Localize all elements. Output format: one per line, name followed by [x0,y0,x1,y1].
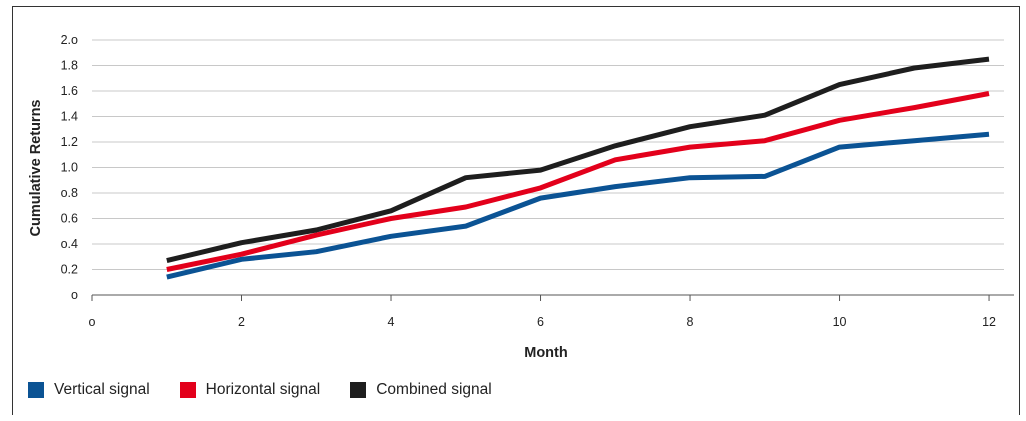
legend-swatch [28,382,44,398]
legend-swatch [179,382,196,398]
y-tick-label: o [71,288,78,302]
legend-item: Vertical signal [28,381,150,399]
y-tick-label: o.8 [61,186,78,200]
x-tick-label: 2 [238,315,245,329]
x-tick-label: 12 [982,315,996,329]
y-tick-label: o.4 [61,237,78,251]
grid-lines [92,39,1004,270]
y-axis-ticks: o 0.2 o.4 0.6 o.8 1.0 1.2 1.4 1.6 1.8 2.o [61,33,78,302]
legend-label: Combined signal [376,381,492,398]
x-axis-title: Month [524,345,567,361]
y-tick-label: 0.2 [61,263,78,277]
legend-item: Horizontal signal [179,381,321,399]
y-tick-label: 1.2 [61,135,78,149]
x-axis: o 2 4 6 8 10 12 [89,294,1014,329]
x-tick-label: 6 [537,315,544,329]
x-tick-label: 8 [687,315,694,329]
series-line-vertical-signal [166,131,990,280]
legend-label: Horizontal signal [205,381,321,398]
y-tick-label: 1.4 [61,110,78,124]
series-line-horizontal-signal [166,91,990,272]
legend-item: Combined signal [350,381,492,399]
chart-frame [12,6,1020,415]
y-tick-label: 1.6 [61,84,78,98]
series-lines [166,56,990,280]
y-tick-label: 1.8 [61,59,78,73]
x-tick-label: 10 [833,315,847,329]
y-axis-title: Cumulative Returns [28,100,44,237]
y-tick-label: 2.o [61,33,78,47]
x-tick-label: 4 [388,315,395,329]
legend-swatch [350,382,367,398]
legend-label: Vertical signal [54,381,150,398]
y-tick-label: 0.6 [61,212,78,226]
y-tick-label: 1.0 [61,161,78,175]
series-line-combined-signal [166,56,990,264]
x-tick-label: o [89,315,96,329]
legend: Vertical signal Horizontal signal Combined… [28,381,522,399]
